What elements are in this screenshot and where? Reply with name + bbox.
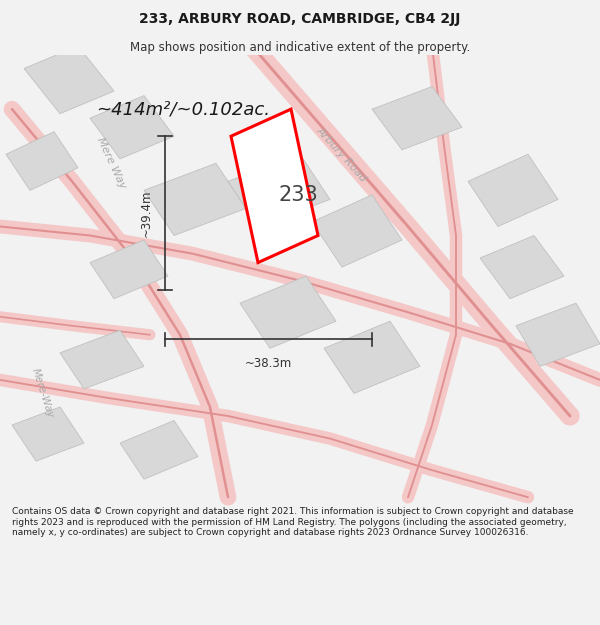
Polygon shape (24, 46, 114, 114)
Text: Arbury Road: Arbury Road (315, 125, 369, 184)
Text: 233, ARBURY ROAD, CAMBRIDGE, CB4 2JJ: 233, ARBURY ROAD, CAMBRIDGE, CB4 2JJ (139, 12, 461, 26)
Polygon shape (144, 163, 246, 236)
Polygon shape (231, 109, 318, 262)
Polygon shape (516, 303, 600, 366)
Text: Mere Way: Mere Way (95, 136, 127, 191)
Text: ~414m²/~0.102ac.: ~414m²/~0.102ac. (96, 100, 270, 118)
Polygon shape (228, 154, 330, 226)
Text: 233: 233 (278, 185, 319, 205)
Polygon shape (60, 330, 144, 389)
Polygon shape (480, 236, 564, 299)
Text: ~39.4m: ~39.4m (140, 189, 153, 237)
Polygon shape (12, 407, 84, 461)
Polygon shape (6, 132, 78, 191)
Polygon shape (90, 240, 168, 299)
Polygon shape (240, 276, 336, 348)
Text: ~38.3m: ~38.3m (245, 357, 292, 371)
Polygon shape (324, 321, 420, 394)
Text: Mere-Way: Mere-Way (29, 368, 55, 419)
Polygon shape (312, 195, 402, 267)
Text: Map shows position and indicative extent of the property.: Map shows position and indicative extent… (130, 41, 470, 54)
Text: Contains OS data © Crown copyright and database right 2021. This information is : Contains OS data © Crown copyright and d… (12, 508, 574, 538)
Polygon shape (90, 96, 174, 159)
Polygon shape (372, 87, 462, 150)
Polygon shape (120, 421, 198, 479)
Polygon shape (468, 154, 558, 226)
